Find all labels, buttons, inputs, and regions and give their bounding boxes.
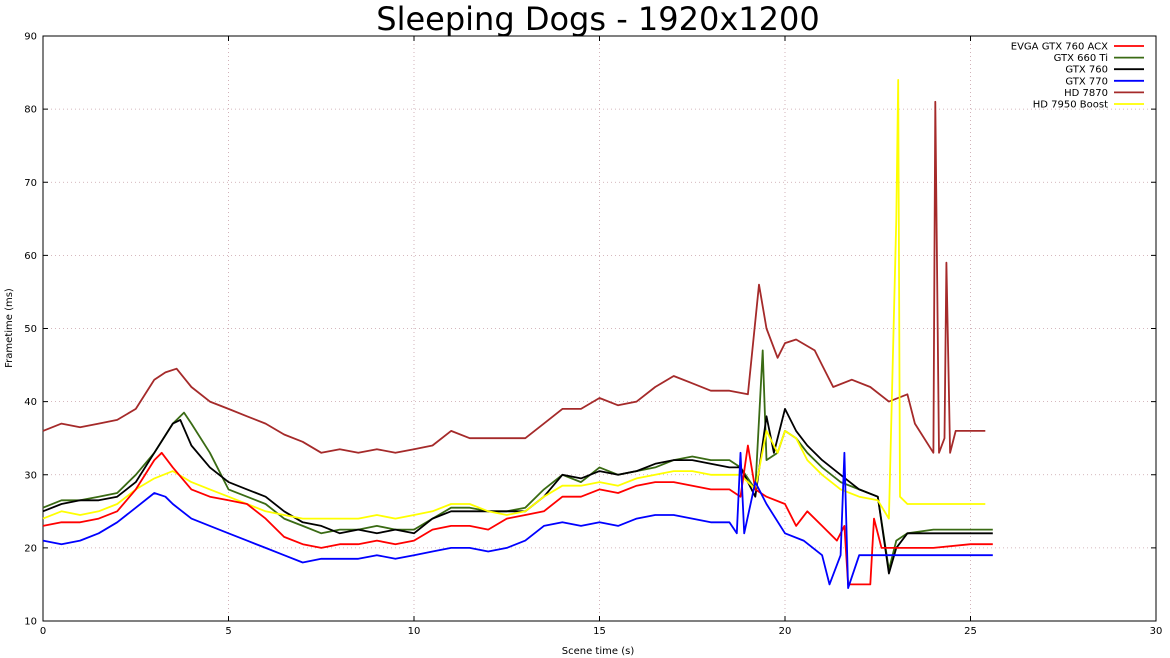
y-tick-label: 90 bbox=[24, 32, 37, 43]
legend-label: HD 7950 Boost bbox=[1033, 100, 1108, 111]
axis-ticks: 0 5 10 15 20 25 30 10 20 30 40 50 60 70 80 90 bbox=[24, 32, 1162, 638]
legend-label: EVGA GTX 760 ACX bbox=[1011, 42, 1108, 53]
series-line-gtx-770 bbox=[42, 451, 993, 589]
y-tick-label: 30 bbox=[24, 470, 37, 481]
series-line-hd-7950-boost bbox=[42, 79, 986, 520]
legend-label: HD 7870 bbox=[1064, 88, 1108, 99]
y-axis-label: Frametime (ms) bbox=[4, 288, 15, 368]
chart-title: Sleeping Dogs - 1920x1200 bbox=[376, 0, 819, 38]
legend-label: GTX 660 Ti bbox=[1054, 53, 1108, 64]
y-tick-label: 10 bbox=[24, 617, 37, 628]
x-tick-label: 5 bbox=[225, 626, 231, 637]
series-layer bbox=[42, 79, 993, 589]
x-tick-label: 15 bbox=[593, 626, 606, 637]
x-tick-label: 10 bbox=[408, 626, 421, 637]
x-tick-label: 25 bbox=[964, 626, 977, 637]
y-tick-label: 80 bbox=[24, 105, 37, 116]
y-tick-label: 70 bbox=[24, 178, 37, 189]
chart-grid bbox=[43, 36, 1156, 621]
y-tick-label: 40 bbox=[24, 397, 37, 408]
x-tick-label: 20 bbox=[779, 626, 792, 637]
x-axis-label: Scene time (s) bbox=[562, 646, 635, 657]
series-line-evga-gtx-760-acx bbox=[42, 444, 993, 586]
legend-label: GTX 760 bbox=[1065, 65, 1108, 76]
x-tick-label: 0 bbox=[40, 626, 46, 637]
legend-label: GTX 770 bbox=[1065, 76, 1108, 87]
y-tick-label: 50 bbox=[24, 324, 37, 335]
y-tick-label: 60 bbox=[24, 251, 37, 262]
x-tick-label: 30 bbox=[1150, 626, 1163, 637]
series-line-gtx-760 bbox=[42, 408, 993, 575]
y-tick-label: 20 bbox=[24, 543, 37, 554]
series-line-gtx-660-ti bbox=[42, 349, 993, 571]
series-line-hd-7870 bbox=[42, 100, 986, 454]
